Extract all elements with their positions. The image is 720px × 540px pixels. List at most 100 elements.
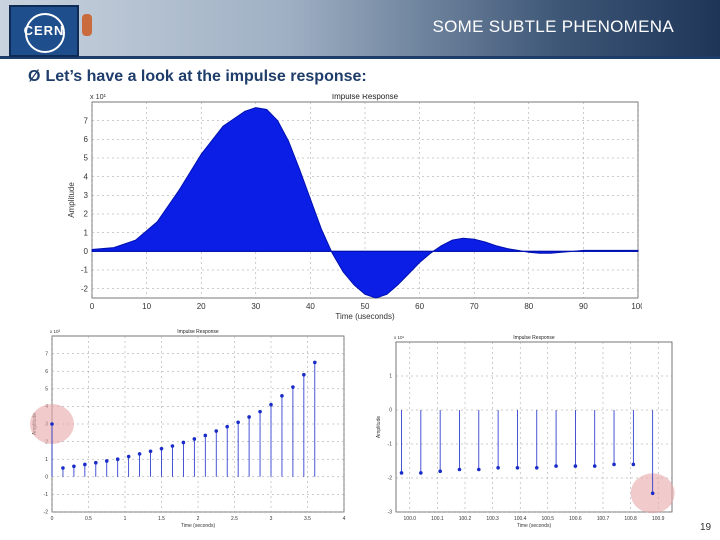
stem-marker: [203, 433, 208, 438]
x-tick-label: 100.6: [569, 516, 582, 522]
y-tick-label: 3: [84, 191, 89, 200]
chart-title: Impulse Response: [177, 329, 219, 335]
stem-marker: [115, 457, 120, 461]
x-tick-label: 100.1: [431, 516, 444, 522]
x-tick-label: 60: [415, 302, 424, 311]
y-tick-label: 0: [45, 474, 48, 480]
stem-marker: [291, 385, 295, 389]
x-tick-label: 1: [124, 516, 127, 522]
stem-marker: [159, 446, 164, 451]
x-tick-label: 40: [306, 302, 315, 311]
stem-marker: [83, 462, 87, 467]
y-tick-label: 5: [45, 386, 48, 392]
stem-marker: [496, 466, 500, 470]
stem-marker: [419, 471, 423, 475]
stem-marker: [126, 454, 131, 459]
x-tick-label: 80: [524, 302, 533, 311]
stem-marker: [170, 444, 175, 448]
stem-marker: [313, 360, 317, 365]
x-tick-label: 100.2: [459, 516, 472, 522]
stem-marker: [302, 372, 306, 377]
x-tick-label: 100.0: [404, 516, 417, 522]
stem-marker: [104, 459, 109, 463]
header-divider: [0, 56, 720, 59]
header-bar: [0, 0, 720, 56]
y-tick-label: 7: [45, 351, 48, 357]
mascot-icon: [82, 14, 92, 36]
stem-marker: [50, 422, 54, 426]
x-axis-label: Time (seconds): [517, 523, 552, 528]
y-tick-label: -2: [81, 284, 89, 293]
x-tick-label: 2: [197, 516, 200, 522]
x-tick-label: 100.4: [514, 516, 527, 522]
stem-marker: [148, 449, 153, 454]
stem-marker: [612, 462, 616, 467]
logo-text: CERN: [23, 23, 65, 38]
y-tick-label: 2: [84, 210, 89, 219]
stem-marker: [457, 467, 462, 472]
x-tick-label: 70: [470, 302, 479, 311]
y-tick-label: 1: [45, 457, 48, 463]
x-tick-label: 1.5: [158, 516, 165, 522]
x-tick-label: 30: [251, 302, 260, 311]
stem-marker: [247, 415, 251, 419]
stem-marker: [515, 466, 520, 470]
stem-marker: [280, 394, 284, 398]
stem-marker: [573, 464, 578, 468]
y-tick-label: 0: [389, 408, 392, 414]
x-tick-label: 2.5: [231, 516, 238, 522]
stem-marker: [554, 464, 558, 468]
stem-marker: [592, 464, 597, 468]
page-number: 19: [700, 522, 712, 533]
y-tick-label: -2: [44, 510, 49, 516]
impulse-response-chart-main: 0 10 20 30 40 50 60 70 80 90 100 -2 -1 0 1 2 3 4 5 6 7 Impuls…: [67, 94, 642, 321]
stem-marker: [631, 462, 636, 467]
y-tick-label: 7: [84, 116, 89, 125]
x-tick-label: 100.8: [624, 516, 637, 522]
slide-title: SOME SUBTLE PHENOMENA: [432, 17, 674, 36]
bullet-point: Ø Let’s have a look at the impulse respon…: [28, 68, 367, 86]
y-tick-label: -3: [388, 510, 393, 516]
x-tick-label: 3: [270, 516, 273, 522]
y-exponent-label: x 10³: [50, 329, 61, 334]
x-tick-label: 100: [631, 302, 642, 311]
x-tick-label: 0.5: [85, 516, 92, 522]
plot-frame: [395, 341, 673, 513]
bullet-text: Let’s have a look at the impulse respons…: [45, 68, 367, 85]
stem-marker: [438, 469, 442, 473]
stem-marker: [236, 420, 240, 425]
y-tick-label: 4: [84, 172, 89, 181]
y-tick-label: 6: [45, 369, 48, 375]
y-axis-label: Amplitude: [376, 416, 382, 438]
x-tick-label: 3.5: [304, 516, 311, 522]
stem-marker: [94, 460, 98, 465]
y-tick-label: 1: [84, 228, 89, 237]
stem-marker: [650, 491, 655, 496]
stem-marker: [269, 402, 273, 407]
x-tick-label: 4: [343, 516, 346, 522]
x-tick-label: 0: [90, 302, 95, 311]
stem-marker: [225, 424, 229, 429]
y-tick-label: -1: [44, 492, 49, 498]
stem-marker: [192, 437, 197, 441]
chart-title: Impulse Response: [332, 94, 399, 101]
x-axis-label: Time (seconds): [181, 523, 216, 528]
y-tick-label: 6: [84, 135, 89, 144]
y-exponent-label: x 10¹: [394, 335, 405, 340]
x-tick-label: 20: [197, 302, 206, 311]
x-axis-label: Time (useconds): [335, 312, 395, 321]
x-tick-label: 100.9: [652, 516, 665, 522]
stem-marker: [477, 467, 481, 472]
y-tick-label: 5: [84, 154, 89, 163]
stem-marker: [137, 452, 142, 456]
y-axis-label: Amplitude: [67, 182, 76, 218]
stem-marker: [258, 409, 262, 414]
x-tick-label: 100.7: [597, 516, 610, 522]
stem-marker: [399, 471, 404, 475]
logo-ring-icon: [25, 13, 65, 53]
x-tick-label: 100.5: [542, 516, 555, 522]
x-tick-label: 90: [579, 302, 588, 311]
arrow-bullet-icon: Ø: [28, 68, 41, 85]
stem-marker: [214, 429, 219, 433]
stem-marker: [181, 440, 186, 445]
